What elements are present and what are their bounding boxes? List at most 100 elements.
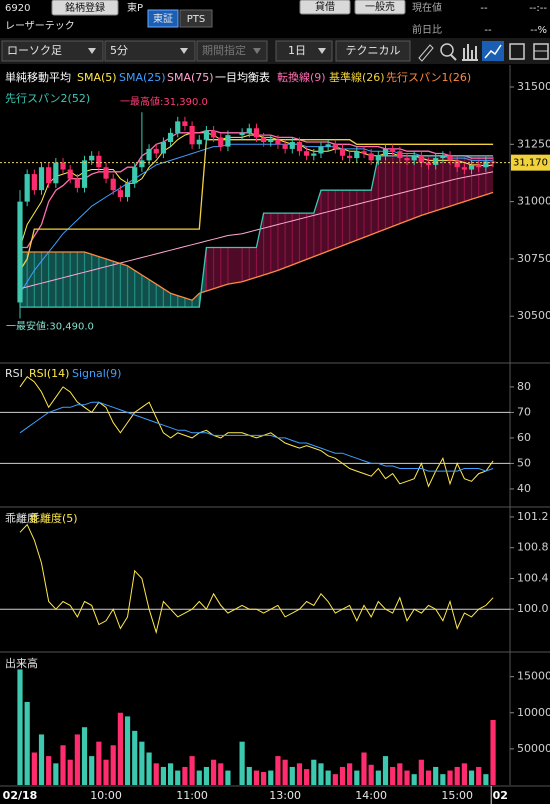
volume-bar: [318, 763, 324, 785]
volume-bar: [89, 756, 95, 785]
volume-bar: [461, 763, 467, 785]
candle-body: [189, 125, 195, 145]
candle-body: [81, 160, 88, 188]
exchange-tab-label[interactable]: PTS: [187, 14, 206, 25]
sell-type-label[interactable]: 一般売: [365, 0, 395, 13]
price: --: [480, 3, 488, 14]
candle-body: [275, 139, 281, 145]
candle-body: [175, 121, 181, 133]
candle-body: [38, 167, 45, 191]
span-label[interactable]: 1日: [288, 44, 306, 57]
price-label: 現在値: [412, 1, 442, 14]
candle-body: [476, 164, 482, 168]
volume-bar: [261, 772, 267, 785]
period-label[interactable]: 期間指定: [202, 43, 246, 57]
draw-icon[interactable]: [418, 44, 434, 62]
span-select[interactable]: [275, 40, 333, 62]
volume-bar: [139, 741, 145, 785]
volume-bar: [433, 766, 439, 785]
y-tick-label: 70: [517, 405, 531, 418]
panel-title: 乖離度: [5, 511, 38, 525]
dropdown-arrow: [253, 48, 261, 54]
candle-body: [440, 155, 446, 159]
zoom-icon-handle: [450, 54, 457, 61]
volume-bar: [210, 759, 217, 785]
candle-body: [411, 155, 417, 161]
cloud-segment: [249, 247, 257, 280]
cloud-segment: [213, 247, 221, 289]
cloud-segment: [127, 265, 135, 308]
legend-entry: 先行スパン2(52): [5, 92, 90, 105]
y-tick-label: 50: [517, 456, 531, 469]
chart-type-select[interactable]: [1, 40, 104, 62]
save-icon[interactable]: [509, 43, 525, 60]
cloud-segment: [356, 190, 364, 241]
dropdown-arrow: [318, 48, 326, 54]
candle-body: [153, 148, 159, 154]
line-series: [20, 129, 494, 249]
volume-bar: [447, 770, 453, 785]
margin-button[interactable]: [299, 0, 351, 15]
interval-select[interactable]: [104, 40, 196, 62]
change-label: 前日比: [412, 23, 442, 36]
volume-bar: [17, 669, 23, 785]
candle-body: [483, 161, 489, 168]
volume-bar: [339, 766, 346, 785]
candle-body: [433, 158, 439, 165]
volume-bar: [31, 752, 37, 785]
cloud-segment: [392, 155, 400, 227]
cloud-segment: [156, 284, 164, 308]
volume-bar: [440, 774, 446, 785]
candle-body: [53, 162, 59, 184]
y-tick-label: 80: [517, 380, 531, 393]
candle-body: [318, 146, 324, 154]
line-chart-icon: [484, 44, 502, 59]
y-tick-label: 101.2: [517, 510, 549, 523]
period-select[interactable]: [196, 40, 268, 62]
cloud-segment: [399, 155, 408, 224]
candle-body: [74, 178, 80, 188]
cloud-segment: [134, 270, 142, 308]
candle-body: [117, 190, 123, 198]
candle-body: [289, 142, 295, 149]
bar-chart-icon[interactable]: [462, 44, 478, 61]
zoom-icon[interactable]: [440, 43, 454, 57]
candle-body: [447, 155, 453, 161]
y-tick-label: 60: [517, 431, 531, 444]
legend-entry: Signal(9): [72, 367, 121, 380]
technical-label[interactable]: テクニカル: [346, 44, 401, 57]
sell-type-button[interactable]: [354, 0, 406, 15]
cloud-segment: [192, 293, 200, 308]
y-tick-label: 50000: [517, 742, 550, 755]
cloud-segment: [313, 190, 321, 257]
exchange-tab[interactable]: [179, 9, 213, 28]
interval-label[interactable]: 5分: [110, 44, 128, 57]
candle-body: [490, 161, 496, 163]
legend-entry: RSI(14): [29, 367, 69, 380]
volume-bar: [361, 752, 367, 785]
cloud-segment: [320, 190, 329, 254]
stock-name: レーザーテック: [5, 20, 75, 32]
legend-entry: SMA(5): [77, 71, 117, 84]
chart-type-label[interactable]: ローソク足: [7, 44, 62, 57]
exchange-tab-active[interactable]: [147, 9, 179, 28]
candle-body: [146, 148, 152, 161]
candle-body: [404, 158, 410, 161]
register-button[interactable]: [51, 0, 119, 16]
volume-bar: [476, 766, 482, 785]
annotation: 一最高値:31,390.0: [120, 95, 208, 108]
cloud-segment: [407, 155, 415, 221]
x-tick-label: 10:00: [90, 789, 122, 802]
volume-bar: [468, 770, 475, 785]
margin-label[interactable]: 貸借: [315, 0, 335, 13]
register-button-label[interactable]: 銘柄登録: [65, 1, 105, 14]
volume-bar: [46, 756, 52, 785]
y-tick-label: 31250: [517, 137, 550, 150]
candle-body: [203, 130, 210, 140]
volume-bar: [368, 764, 374, 785]
candle-body: [160, 142, 166, 154]
technical-button[interactable]: [335, 40, 411, 62]
cloud-segment: [34, 252, 42, 308]
exchange-tab-label[interactable]: 東証: [153, 12, 173, 25]
